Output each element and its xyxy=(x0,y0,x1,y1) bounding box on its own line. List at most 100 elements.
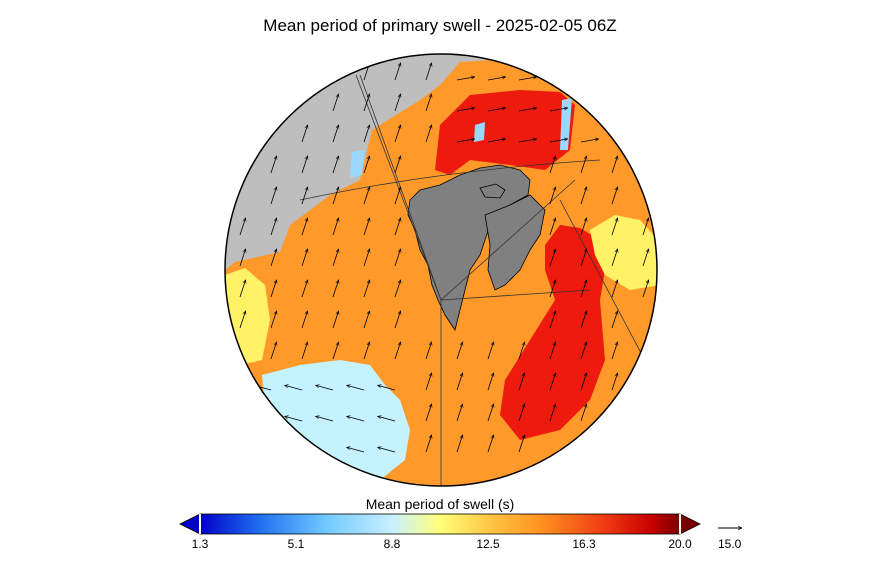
swell-arrow xyxy=(456,77,475,81)
swell-arrow xyxy=(425,94,432,112)
swell-arrow xyxy=(301,280,308,298)
swell-arrow xyxy=(363,156,370,174)
swell-arrow xyxy=(270,249,277,267)
swell-arrow xyxy=(332,94,339,112)
colorbar-tick: 20.0 xyxy=(668,537,692,551)
ocean-lightblue-strip xyxy=(560,98,572,150)
swell-arrow xyxy=(425,342,432,360)
swell-arrow xyxy=(394,311,401,329)
swell-arrow xyxy=(549,342,556,360)
swell-arrow xyxy=(363,311,370,329)
swell-arrow xyxy=(301,125,308,143)
swell-arrow xyxy=(378,385,396,391)
swell-arrow xyxy=(425,404,432,422)
swell-arrow xyxy=(456,373,463,391)
swell-arrow xyxy=(270,342,277,360)
swell-arrow xyxy=(378,416,396,422)
swell-arrow xyxy=(456,108,475,112)
swell-arrow xyxy=(332,125,339,143)
swell-arrow xyxy=(394,187,401,205)
swell-arrow xyxy=(301,311,308,329)
swell-arrow xyxy=(425,63,432,81)
swell-arrow xyxy=(549,108,568,112)
map-border xyxy=(224,53,658,487)
map-title: Mean period of primary swell - 2025-02-0… xyxy=(263,16,617,35)
swell-arrow xyxy=(456,342,463,360)
swell-arrow xyxy=(611,373,618,391)
swell-arrow xyxy=(394,280,401,298)
swell-arrow xyxy=(301,187,308,205)
swell-arrow xyxy=(347,416,365,422)
swell-arrow xyxy=(363,218,370,236)
swell-arrow xyxy=(642,280,649,298)
swell-arrow xyxy=(549,249,556,267)
swell-arrow xyxy=(394,63,401,81)
swell-arrow xyxy=(301,249,308,267)
swell-arrow xyxy=(239,218,246,236)
swell-arrow xyxy=(580,187,587,205)
swell-arrow xyxy=(549,280,556,298)
swell-arrow xyxy=(316,385,334,391)
swell-arrow xyxy=(332,342,339,360)
swell-arrow xyxy=(549,373,556,391)
swell-arrow xyxy=(580,342,587,360)
swell-arrow xyxy=(518,435,525,453)
swell-arrow xyxy=(378,447,396,453)
swell-arrow xyxy=(456,435,463,453)
swell-arrow xyxy=(487,404,494,422)
colorbar-tick: 8.8 xyxy=(383,537,401,551)
swell-arrow xyxy=(487,108,506,112)
swell-arrow xyxy=(642,249,649,267)
swell-arrow xyxy=(239,280,246,298)
swell-arrow xyxy=(518,108,537,112)
swell-arrow xyxy=(394,218,401,236)
ocean-red-north xyxy=(435,90,575,175)
swell-arrow xyxy=(425,373,432,391)
map-disc xyxy=(225,54,657,486)
swell-arrow xyxy=(580,156,587,174)
swell-arrow xyxy=(487,342,494,360)
swell-arrow xyxy=(549,404,556,422)
swell-arrow xyxy=(332,249,339,267)
swell-arrow xyxy=(611,311,618,329)
swell-arrow xyxy=(332,311,339,329)
swell-arrow xyxy=(425,125,432,143)
swell-arrow xyxy=(332,218,339,236)
swell-arrow xyxy=(301,342,308,360)
swell-arrow xyxy=(316,416,334,422)
ocean-red-east xyxy=(500,225,605,440)
swell-arrow xyxy=(611,187,618,205)
swell-arrow xyxy=(549,139,568,143)
swell-arrow xyxy=(394,342,401,360)
colorbar-tick: 16.3 xyxy=(572,537,596,551)
colorbar-tick: 1.3 xyxy=(191,537,209,551)
swell-arrow xyxy=(487,373,494,391)
swell-arrow xyxy=(270,311,277,329)
swell-arrow xyxy=(394,125,401,143)
swell-arrow xyxy=(487,435,494,453)
swell-arrow xyxy=(580,139,599,143)
swell-arrow xyxy=(332,187,339,205)
swell-arrow xyxy=(487,139,506,143)
swell-arrow xyxy=(425,435,432,453)
swell-arrow xyxy=(611,218,618,236)
swell-arrow xyxy=(394,94,401,112)
swell-arrow xyxy=(270,156,277,174)
swell-arrow xyxy=(611,342,618,360)
swell-arrow xyxy=(301,218,308,236)
swell-arrow xyxy=(580,373,587,391)
swell-arrow xyxy=(285,416,303,422)
swell-arrow xyxy=(549,187,556,205)
swell-arrow xyxy=(580,311,587,329)
swell-arrow xyxy=(580,218,587,236)
swell-arrow xyxy=(363,125,370,143)
swell-arrow xyxy=(239,311,246,329)
swell-arrow xyxy=(487,77,506,81)
ocean-lightblue-strip-2 xyxy=(350,150,365,178)
swell-arrow xyxy=(270,280,277,298)
swell-arrow xyxy=(456,404,463,422)
swell-arrow xyxy=(363,280,370,298)
land-island xyxy=(479,183,506,199)
swell-arrow xyxy=(270,218,277,236)
